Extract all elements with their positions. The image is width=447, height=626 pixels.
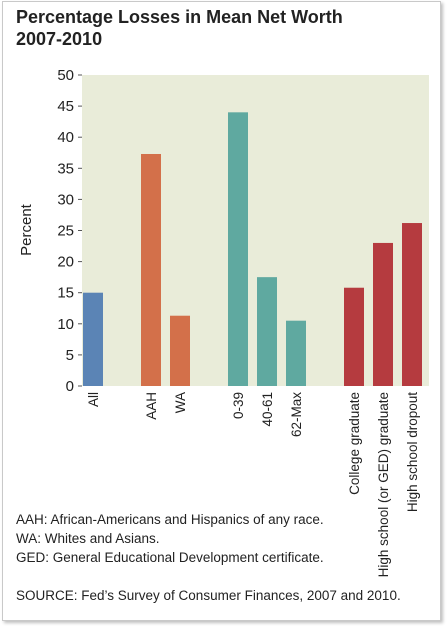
footnote-aah: AAH: African-Americans and Hispanics of … xyxy=(16,512,324,527)
x-axis-labels: All AAH WA 0-39 40-61 62-Max College graduate H… xyxy=(86,392,420,578)
x-category-label: 40-61 xyxy=(260,392,275,427)
y-tick-label: 45 xyxy=(57,98,74,115)
x-category-label: College graduate xyxy=(347,392,362,495)
bar-40-61 xyxy=(257,277,277,386)
footnotes: AAH: African-Americans and Hispanics of … xyxy=(16,510,436,567)
y-tick-label: 5 xyxy=(66,347,74,364)
plot-area xyxy=(82,75,429,386)
x-category-label: All xyxy=(86,392,101,407)
x-category-label: 62-Max xyxy=(289,392,304,437)
bar-high-school-dropout xyxy=(402,223,422,386)
y-tick-label: 35 xyxy=(57,160,74,177)
y-tick-label: 40 xyxy=(57,129,74,146)
bar-aah xyxy=(141,153,161,386)
y-axis-ticks: 0 5 10 15 20 25 30 35 40 45 50 xyxy=(57,67,82,395)
source-note: SOURCE: Fed’s Survey of Consumer Finance… xyxy=(16,588,401,603)
bar-62-max xyxy=(286,320,306,386)
chart-title-line-2: 2007-2010 xyxy=(16,29,103,49)
y-tick-label: 25 xyxy=(57,223,74,240)
bar-wa xyxy=(170,315,190,386)
chart-title-line-1: Percentage Losses in Mean Net Worth xyxy=(16,7,343,27)
y-tick-label: 10 xyxy=(57,316,74,333)
bar-high-school-or-ged-graduate xyxy=(373,242,393,386)
x-category-label: WA xyxy=(173,392,188,413)
x-category-label: AAH xyxy=(144,392,159,420)
y-tick-label: 20 xyxy=(57,254,74,271)
y-tick-label: 15 xyxy=(57,285,74,302)
bar-all xyxy=(83,292,103,386)
y-axis-label: Percent xyxy=(18,203,35,256)
footnote-wa: WA: Whites and Asians. xyxy=(16,531,160,546)
bar-college-graduate xyxy=(344,287,364,386)
bar-0-39 xyxy=(228,112,248,386)
bars xyxy=(83,112,422,386)
y-tick-label: 30 xyxy=(57,191,74,208)
y-tick-label: 50 xyxy=(57,67,74,84)
chart-title: Percentage Losses in Mean Net Worth 2007… xyxy=(16,6,436,50)
x-category-label: High school (or GED) graduate xyxy=(376,392,391,577)
y-tick-label: 0 xyxy=(66,378,74,395)
x-category-label: 0-39 xyxy=(231,392,246,419)
footnote-ged: GED: General Educational Development cer… xyxy=(16,550,324,565)
x-category-label: High school dropout xyxy=(405,392,420,512)
